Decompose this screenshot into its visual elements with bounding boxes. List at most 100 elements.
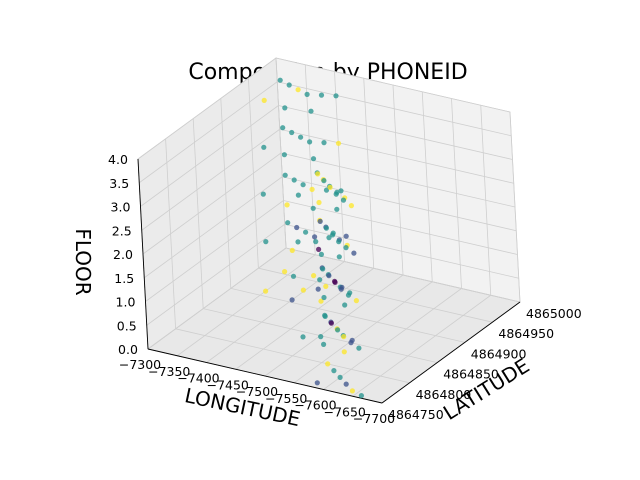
data-point xyxy=(286,82,292,88)
data-points xyxy=(260,77,364,399)
grid-y-floor xyxy=(230,288,465,343)
z-tick-label: 0.0 xyxy=(118,342,138,357)
data-point xyxy=(321,341,327,347)
data-point xyxy=(308,108,314,114)
x-tick-label: −7500 xyxy=(236,384,278,399)
data-point xyxy=(304,91,310,97)
grid-z-side xyxy=(147,247,287,350)
data-point xyxy=(321,140,327,146)
data-point xyxy=(318,298,324,304)
data-point xyxy=(310,156,317,162)
data-point xyxy=(328,320,334,326)
x-tick-label: −7600 xyxy=(294,398,336,413)
x-tick-label: −7450 xyxy=(207,377,249,392)
z-tick-label: 1.5 xyxy=(114,271,134,286)
z-tick-label: 0.5 xyxy=(117,318,137,333)
x-tick-label: −7400 xyxy=(177,371,219,386)
grid-z-side xyxy=(144,176,283,279)
data-point xyxy=(325,361,331,367)
y-tick-label: 4865000 xyxy=(526,306,582,321)
data-point xyxy=(284,202,290,208)
tick-labels: −7300−7350−7400−7450−7500−7550−7600−7650… xyxy=(108,152,582,426)
data-point xyxy=(353,298,359,304)
grid-z-back xyxy=(283,200,518,255)
data-point xyxy=(300,287,306,293)
grid-z-back xyxy=(277,81,512,137)
z-tick-label: 1.0 xyxy=(116,295,136,310)
data-point xyxy=(332,279,338,285)
grid-z-side xyxy=(146,223,285,326)
data-point xyxy=(333,191,339,197)
data-point xyxy=(337,374,343,380)
data-point xyxy=(323,283,329,289)
x-tick-label: −7300 xyxy=(119,357,161,372)
data-point xyxy=(261,97,267,103)
data-point xyxy=(341,334,347,340)
data-point xyxy=(295,239,301,245)
y-tick-label: 4864750 xyxy=(388,407,444,422)
data-point xyxy=(311,273,317,279)
data-point xyxy=(336,239,342,245)
data-point xyxy=(316,246,322,252)
y-axis-line xyxy=(381,301,521,404)
grid-z-back xyxy=(278,105,513,160)
data-point xyxy=(348,203,354,209)
grid-x-floor xyxy=(352,294,491,397)
axes-panes xyxy=(137,57,521,404)
data-point xyxy=(320,266,326,272)
grid-x-floor xyxy=(323,288,462,390)
data-point xyxy=(285,220,291,226)
data-point xyxy=(295,192,301,198)
data-point xyxy=(334,206,340,212)
x-axis-line xyxy=(147,348,383,404)
data-point xyxy=(343,233,349,239)
data-point xyxy=(280,125,286,131)
data-point xyxy=(323,187,330,193)
data-point xyxy=(343,245,349,251)
data-point xyxy=(307,139,313,145)
grid-z-back xyxy=(284,223,519,279)
grid-z-back xyxy=(280,152,516,208)
data-point xyxy=(314,380,320,386)
data-point xyxy=(341,349,347,355)
data-point xyxy=(315,286,321,292)
data-point xyxy=(345,292,352,298)
data-point xyxy=(316,199,322,206)
data-point xyxy=(300,182,306,188)
grid-x-floor xyxy=(294,281,433,384)
data-point xyxy=(322,313,328,319)
data-point xyxy=(317,218,323,224)
grid-z-side xyxy=(141,128,280,231)
grid-y-floor xyxy=(258,267,493,323)
data-point xyxy=(327,184,333,190)
data-point xyxy=(282,105,288,111)
y-tick-label: 4864950 xyxy=(498,326,554,341)
grid-x-floor xyxy=(177,254,316,357)
z-axis-line xyxy=(137,158,149,350)
data-point xyxy=(309,186,315,192)
data-point xyxy=(331,368,337,374)
data-point xyxy=(318,251,324,257)
data-point xyxy=(326,273,332,279)
data-point xyxy=(290,273,297,279)
data-point xyxy=(315,171,321,177)
x-tick-label: −7350 xyxy=(148,364,190,379)
data-point xyxy=(338,286,344,292)
data-point xyxy=(342,302,348,308)
y-tick-label: 4864900 xyxy=(471,346,527,361)
data-point xyxy=(312,234,318,240)
data-point xyxy=(298,134,304,140)
grid-x-floor xyxy=(235,267,374,370)
grid-z-side xyxy=(140,105,279,207)
data-point xyxy=(321,294,327,301)
data-point xyxy=(348,340,354,346)
data-point xyxy=(289,129,295,136)
y-tick-label: 4864850 xyxy=(443,367,499,382)
data-point xyxy=(313,239,319,245)
grid-z-back xyxy=(275,57,511,113)
data-point xyxy=(294,224,300,231)
data-point xyxy=(261,144,267,150)
y-tick-label: 4864800 xyxy=(416,387,472,402)
z-tick-label: 4.0 xyxy=(108,152,128,167)
